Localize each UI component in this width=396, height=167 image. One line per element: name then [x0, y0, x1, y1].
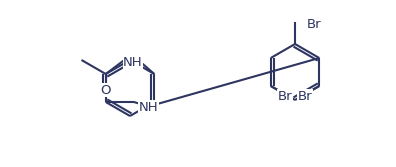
Text: Br: Br	[278, 90, 292, 103]
Text: Br: Br	[298, 90, 312, 103]
Text: NH: NH	[123, 55, 143, 68]
Text: O: O	[101, 84, 111, 97]
Text: Br: Br	[307, 18, 322, 31]
Text: NH: NH	[139, 101, 158, 114]
